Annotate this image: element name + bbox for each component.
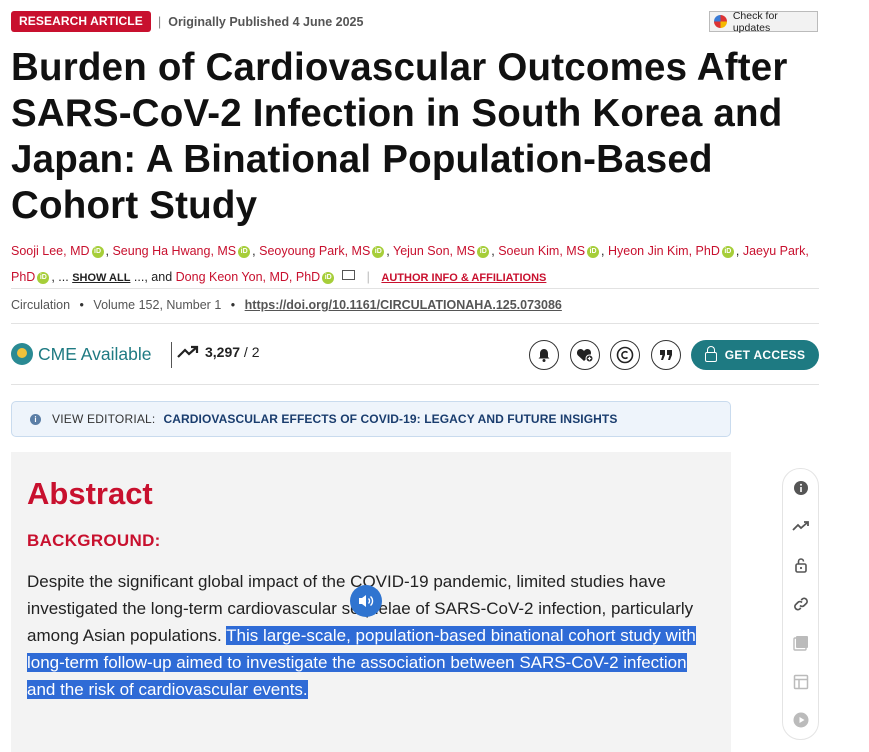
- table-icon[interactable]: [792, 673, 810, 691]
- author-link[interactable]: Seung Ha Hwang, MS: [112, 244, 237, 258]
- author-link[interactable]: Hyeon Jin Kim, PhD: [608, 244, 720, 258]
- author-link[interactable]: Sooji Lee, MD: [11, 244, 90, 258]
- cme-icon: [11, 343, 33, 365]
- toolbar-divider: [171, 342, 172, 368]
- citation-line: Circulation • Volume 152, Number 1 • htt…: [11, 298, 562, 312]
- email-icon[interactable]: [342, 270, 356, 280]
- link-icon[interactable]: [792, 595, 810, 613]
- orcid-icon[interactable]: iD: [477, 246, 490, 258]
- orcid-icon[interactable]: iD: [587, 246, 600, 258]
- trending-icon[interactable]: [792, 517, 810, 535]
- cme-label: CME Available: [38, 343, 152, 364]
- published-date: Originally Published 4 June 2025: [168, 14, 364, 29]
- cme-available-link[interactable]: CME Available: [11, 341, 152, 367]
- metrics-secondary: / 2: [240, 344, 260, 360]
- show-all-authors-button[interactable]: SHOW ALL: [72, 272, 131, 284]
- check-for-updates-button[interactable]: Check for updates: [709, 9, 818, 34]
- copyright-icon: [616, 346, 634, 364]
- lock-icon: [704, 346, 717, 362]
- divider: [11, 288, 819, 289]
- unlock-icon[interactable]: [792, 556, 810, 574]
- image-icon[interactable]: [792, 634, 810, 652]
- alert-button[interactable]: [529, 340, 559, 370]
- abstract-section: Abstract BACKGROUND: Despite the signifi…: [11, 452, 731, 752]
- info-icon: i: [30, 413, 41, 425]
- author-link[interactable]: Dong Keon Yon, MD, PhD: [175, 270, 321, 284]
- header-separator: |: [157, 14, 162, 29]
- article-title: Burden of Cardiovascular Outcomes After …: [11, 46, 788, 227]
- divider: [11, 323, 819, 324]
- abstract-heading: Abstract: [27, 476, 153, 511]
- heart-plus-icon: [576, 349, 594, 363]
- orcid-icon[interactable]: iD: [37, 272, 50, 284]
- volume-info: Volume 152, Number 1: [93, 298, 222, 312]
- editorial-banner: i VIEW EDITORIAL: CARDIOVASCULAR EFFECTS…: [11, 401, 731, 437]
- author-link[interactable]: Yejun Son, MS: [393, 244, 476, 258]
- permissions-button[interactable]: [610, 340, 640, 370]
- orcid-icon[interactable]: iD: [721, 246, 734, 258]
- author-list: Sooji Lee, MD iD, Seung Ha Hwang, MS iD, S…: [11, 244, 809, 284]
- cite-button[interactable]: [651, 340, 681, 370]
- trending-up-icon: [177, 345, 199, 358]
- metrics-button[interactable]: 3,297 / 2: [177, 344, 260, 360]
- get-access-button[interactable]: GET ACCESS: [691, 340, 819, 370]
- article-type-badge: RESEARCH ARTICLE: [11, 11, 151, 32]
- speaker-icon: [359, 595, 374, 607]
- read-aloud-button[interactable]: [350, 585, 382, 617]
- info-icon[interactable]: [792, 479, 810, 497]
- quote-icon: [660, 350, 672, 360]
- abstract-paragraph[interactable]: Despite the significant global impact of…: [27, 568, 717, 703]
- get-access-label: GET ACCESS: [724, 348, 806, 362]
- author-and-text: ..., and: [133, 270, 173, 284]
- favorite-button[interactable]: [570, 340, 600, 370]
- doi-link[interactable]: https://doi.org/10.1161/CIRCULATIONAHA.1…: [244, 298, 562, 312]
- metrics-value: 3,297: [205, 344, 241, 360]
- orcid-icon[interactable]: iD: [372, 246, 385, 258]
- side-toolbar: [782, 468, 819, 740]
- affil-divider: |: [366, 270, 370, 284]
- bell-icon: [538, 349, 550, 362]
- author-ellipsis: ...: [58, 270, 69, 284]
- orcid-icon[interactable]: iD: [322, 272, 335, 284]
- orcid-icon[interactable]: iD: [91, 246, 104, 258]
- author-link[interactable]: Soeun Kim, MS: [498, 244, 586, 258]
- editorial-label: VIEW EDITORIAL:: [52, 412, 156, 426]
- divider: [11, 384, 819, 385]
- crossmark-icon: [714, 15, 727, 28]
- orcid-icon[interactable]: iD: [238, 246, 251, 258]
- article-header-bar: RESEARCH ARTICLE | Originally Published …: [11, 11, 363, 32]
- check-updates-label: Check for updates: [732, 9, 778, 34]
- background-heading: BACKGROUND:: [27, 531, 161, 550]
- author-link[interactable]: Seoyoung Park, MS: [259, 244, 371, 258]
- editorial-link[interactable]: CARDIOVASCULAR EFFECTS OF COVID-19: LEGA…: [163, 412, 618, 426]
- author-affiliations-link[interactable]: AUTHOR INFO & AFFILIATIONS: [381, 272, 547, 284]
- author-link[interactable]: Jaeyu Park, PhD: [11, 244, 809, 284]
- play-icon[interactable]: [792, 711, 810, 729]
- journal-name: Circulation: [11, 298, 71, 312]
